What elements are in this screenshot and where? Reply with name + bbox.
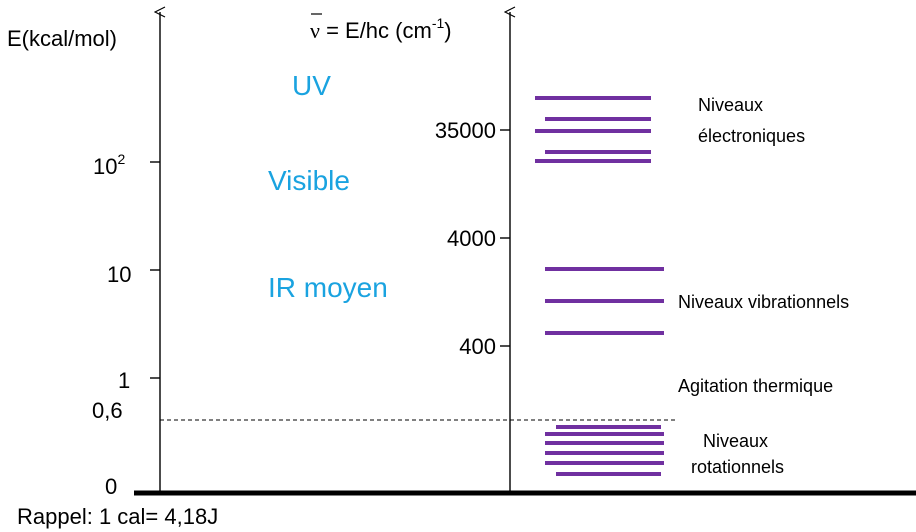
wavenumber-axis-ticks: 35000 4000 400 — [435, 118, 510, 359]
conversion-note: Rappel: 1 cal= 4,18J — [17, 504, 218, 529]
energy-axis-title: E(kcal/mol) — [7, 26, 117, 51]
rotational-levels-label: Niveaux rotationnels — [691, 431, 784, 477]
energy-tick-label: 102 — [93, 151, 125, 179]
wavenumber-tick-label: 400 — [459, 334, 496, 359]
thermal-agitation-label: Agitation thermique — [678, 376, 833, 396]
energy-tick-label: 0 — [105, 474, 117, 499]
electronic-levels-label: Niveaux électroniques — [698, 95, 805, 146]
energy-axis-ticks: 102 10 1 0,6 0 — [92, 151, 160, 499]
region-uv-label: UV — [292, 70, 331, 101]
wavenumber-tick-label: 4000 — [447, 226, 496, 251]
energy-tick-label: 0,6 — [92, 398, 123, 423]
vibrational-levels-label: Niveaux vibrationnels — [678, 292, 849, 312]
region-visible-label: Visible — [268, 165, 350, 196]
region-ir-label: IR moyen — [268, 272, 388, 303]
rotational-levels — [545, 425, 664, 476]
wavenumber-tick-label: 35000 — [435, 118, 496, 143]
wavenumber-axis-title: ν = E/hc (cm-1) — [310, 15, 452, 43]
vibrational-levels — [545, 267, 664, 335]
energy-tick-label: 1 — [118, 368, 130, 393]
energy-tick-label: 10 — [107, 262, 131, 287]
electronic-levels — [535, 96, 651, 163]
